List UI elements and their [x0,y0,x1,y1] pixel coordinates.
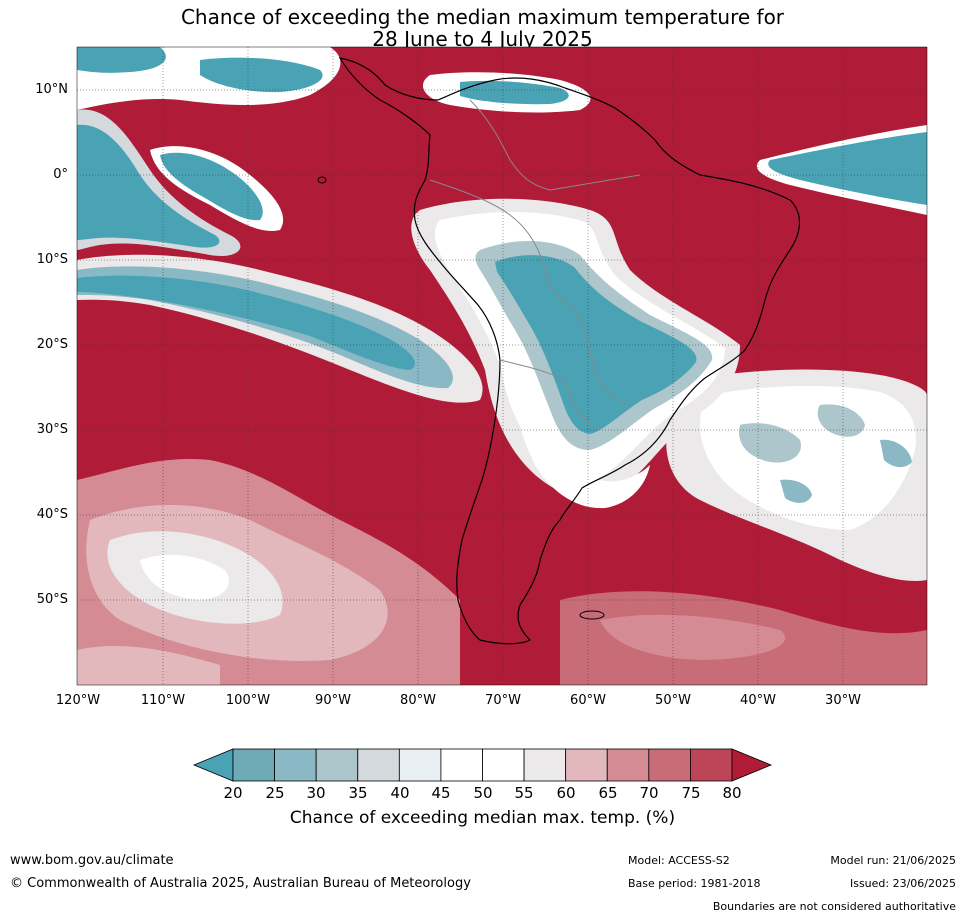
lat-label-20s: 20°S [36,337,68,352]
model-text: Model: ACCESS-S2 [628,854,730,867]
website-text: www.bom.gov.au/climate [10,853,174,868]
pacific-cool-band [77,254,483,403]
lat-label-40s: 40°S [36,507,68,522]
colorbar-tick-45: 45 [431,784,451,802]
south-atlantic-mixed-zone [666,369,927,581]
map-gridlines [77,47,927,685]
colorbar-tick-35: 35 [348,784,368,802]
lon-label-100w: 100°W [225,693,271,708]
lon-label-80w: 80°W [400,693,436,708]
disclaimer-text: Boundaries are not considered authoritat… [712,900,956,913]
issued-text: Issued: 23/06/2025 [849,877,956,890]
colorbar-tick-40: 40 [390,784,410,802]
colorbar-tick-75: 75 [681,784,701,802]
colorbar-tick-25: 25 [265,784,285,802]
map-frame [76,46,928,686]
lon-label-40w: 40°W [740,693,776,708]
lat-label-0: 0° [53,167,68,182]
country-borders [429,99,641,431]
galapagos-islands [317,176,327,184]
equatorial-pacific-cool-zone [77,109,284,256]
lat-label-30s: 30°S [36,422,68,437]
lat-label-50s: 50°S [36,592,68,607]
lat-label-10s: 10°S [36,252,68,267]
colorbar-label: Chance of exceeding median max. temp. (%… [289,808,676,828]
colorbar-tick-55: 55 [514,784,534,802]
south-pacific-mixed-zone [77,459,927,685]
atlantic-equatorial-cool-zone [756,125,927,215]
lon-label-110w: 110°W [140,693,186,708]
falkland-islands [579,610,605,620]
colorbar-tick-20: 20 [223,784,243,802]
colorbar-tick-50: 50 [473,784,493,802]
lon-label-30w: 30°W [825,693,861,708]
lon-label-120w: 120°W [55,693,101,708]
lon-label-90w: 90°W [315,693,351,708]
lon-label-70w: 70°W [485,693,521,708]
colorbar-tick-70: 70 [639,784,659,802]
colorbar-tick-65: 65 [598,784,618,802]
lat-label-10n: 10°N [35,82,68,97]
lon-label-60w: 60°W [570,693,606,708]
colorbar-tick-60: 60 [556,784,576,802]
colorbar-tick-80: 80 [722,784,742,802]
base-period-text: Base period: 1981-2018 [628,877,761,890]
copyright-text: © Commonwealth of Australia 2025, Austra… [10,876,471,891]
map-title-line-1: Chance of exceeding the median maximum t… [180,5,785,29]
model-run-text: Model run: 21/06/2025 [830,854,956,867]
south-america-coastline [338,57,800,645]
lon-label-50w: 50°W [655,693,691,708]
colorbar-tick-30: 30 [306,784,326,802]
map-title-line-2: 28 June to 4 July 2025 [372,27,593,51]
continental-cool-zone [411,198,740,509]
